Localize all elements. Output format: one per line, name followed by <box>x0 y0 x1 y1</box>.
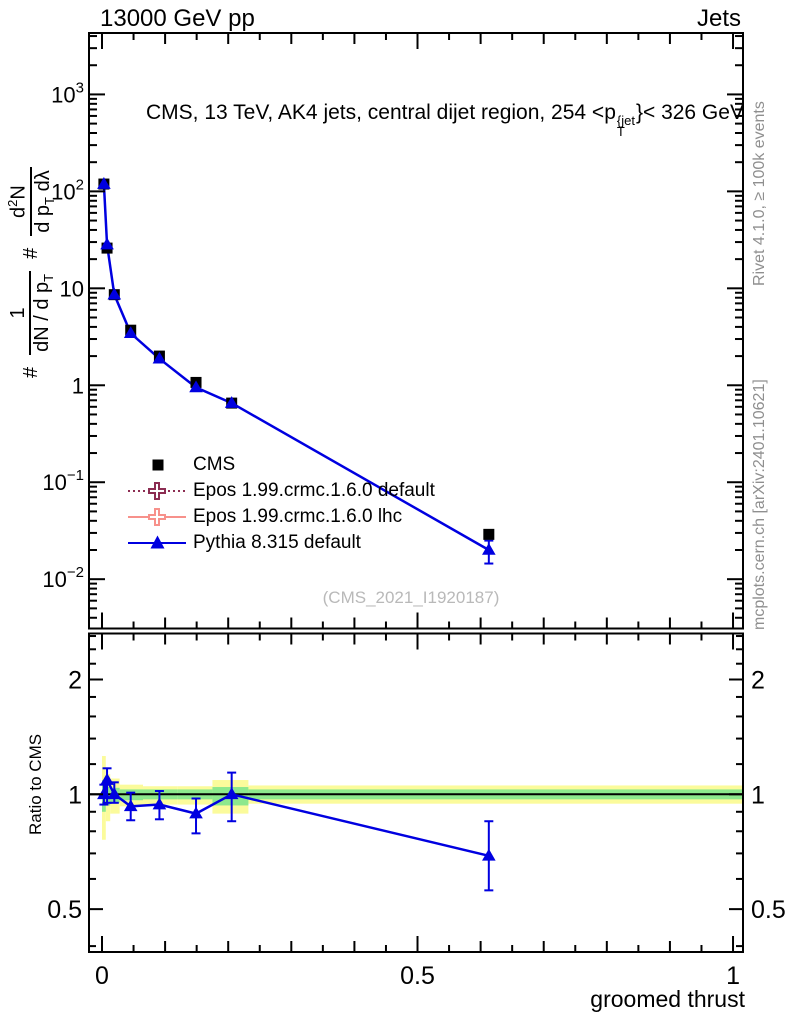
y-axis-frac1-den-text: dN / d p <box>30 281 53 352</box>
ratio-y-tick-label-right: 1 <box>751 781 765 809</box>
y-axis-frac2-den-b: dλ <box>31 170 54 197</box>
main-y-tick-label: 1 <box>72 373 84 398</box>
filled-square-marker-icon <box>152 459 164 471</box>
ratio-axis-label: Ratio to CMS <box>26 733 45 835</box>
ratio-frame <box>88 632 744 953</box>
y-axis-frac2-den-sub: T <box>41 196 57 205</box>
plot-title-prefix: CMS, 13 TeV, AK4 jets, central dijet reg… <box>146 101 616 124</box>
analysis-id-watermark: (CMS_2021_I1920187) <box>322 588 500 607</box>
pt-jet-supsub: {jet T <box>616 113 635 139</box>
legend-item-epos-default: Epos 1.99.crmc.1.6.0 default <box>126 478 435 504</box>
x-tick-label: 0 <box>95 962 109 990</box>
x-axis-label: groomed thrust <box>590 986 745 1012</box>
y-axis-frac2-num-d: d <box>7 206 30 218</box>
main-series <box>97 177 496 565</box>
main-frame <box>88 32 744 630</box>
y-axis-frac1-den-sub: T <box>40 273 56 282</box>
legend-item-cms: CMS <box>126 452 435 478</box>
mcplots-arxiv-note: mcplots.cern.ch [arXiv:2401.10621] <box>751 379 768 630</box>
rivet-version-note: Rivet 4.1.0, ≥ 100k events <box>751 101 768 286</box>
ratio-y-tick-label-right: 2 <box>751 666 765 694</box>
pt-jet-sup: {jet <box>616 113 635 128</box>
main-y-tick-label: 10−2 <box>42 564 84 592</box>
y-axis-frac2-den-a: d p <box>31 204 54 233</box>
open-cross-solid-marker-icon <box>128 508 186 526</box>
legend-label-epos-default: Epos 1.99.crmc.1.6.0 default <box>193 480 435 501</box>
y-axis-frac2-numerator: d2N <box>5 183 30 220</box>
y-axis-fraction-2: d2N d pT dλ <box>5 167 57 236</box>
y-axis-frac2-num-exp: 2 <box>5 199 20 207</box>
main-y-tick-label: 10−1 <box>42 467 84 495</box>
ratio-y-tick-label-left: 1 <box>68 781 82 809</box>
x-tick-label: 0.5 <box>400 962 435 990</box>
y-axis-fraction-1: 1 dN / d pT <box>6 270 57 355</box>
main-y-tick-label: 103 <box>51 79 84 107</box>
y-axis-label: # 1 dN / d pT # d2N d pT dλ <box>5 167 57 378</box>
axis-ticks <box>89 33 743 952</box>
ratio-y-tick-label-right: 0.5 <box>751 896 786 924</box>
filled-triangle-marker-icon <box>128 535 186 549</box>
ratio-y-tick-label-left: 0.5 <box>47 896 82 924</box>
beam-energy-title: 13000 GeV pp <box>100 5 255 32</box>
legend-item-epos-lhc: Epos 1.99.crmc.1.6.0 lhc <box>126 504 435 530</box>
y-axis-frac1-numerator: 1 <box>6 307 29 319</box>
legend-label-pythia: Pythia 8.315 default <box>193 532 361 553</box>
open-cross-dotted-marker-icon <box>128 482 186 500</box>
y-axis-frac1-denominator: dN / d pT <box>28 270 57 355</box>
cms-data-point <box>483 528 495 540</box>
plot-title-suffix: }< 326 GeV <box>635 101 744 124</box>
y-axis-hash-1: # <box>19 366 42 378</box>
y-axis-hash-2: # <box>19 247 42 259</box>
legend: CMS Epos 1.99.crmc.1.6.0 default Epos 1.… <box>126 452 435 556</box>
analysis-group-title: Jets <box>696 5 741 32</box>
ratio-y-tick-label-left: 2 <box>68 666 82 694</box>
legend-label-cms: CMS <box>193 454 236 475</box>
ratio-pythia-series <box>97 767 496 892</box>
legend-label-epos-lhc: Epos 1.99.crmc.1.6.0 lhc <box>193 506 403 527</box>
main-y-tick-label: 10 <box>60 276 84 301</box>
y-axis-frac2-num-N: N <box>7 185 30 200</box>
y-axis-frac2-denominator: d pT dλ <box>29 167 57 236</box>
pt-jet-sub: T <box>616 124 625 139</box>
plot-title: CMS, 13 TeV, AK4 jets, central dijet reg… <box>146 101 744 139</box>
legend-item-pythia: Pythia 8.315 default <box>126 530 435 556</box>
x-tick-label: 1 <box>726 962 740 990</box>
